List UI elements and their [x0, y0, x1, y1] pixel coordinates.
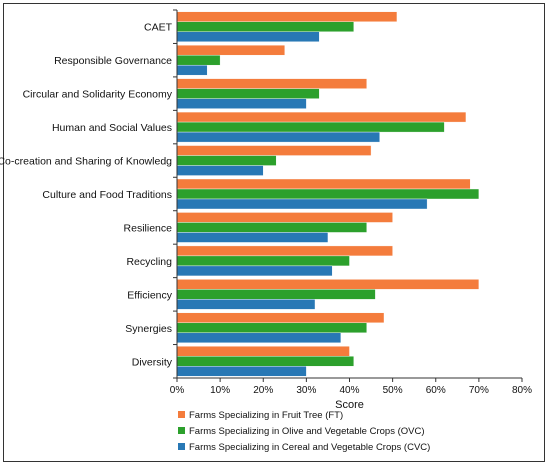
category-label-efficiency: Efficiency [127, 289, 172, 301]
category-label-co-creation-and-sharing-of-knowledg: Co-creation and Sharing of Knowledg [0, 156, 172, 168]
bar-recycling-series-2 [176, 255, 350, 267]
bar-circular-and-solidarity-economy-series-3 [176, 98, 307, 109]
category-label-diversity: Diversity [132, 356, 173, 368]
x-tick-label: 30% [296, 385, 316, 396]
bar-diversity-series-1 [176, 346, 350, 357]
bar-efficiency-series-2 [176, 289, 376, 300]
x-tick-label: 50% [383, 385, 403, 396]
bar-synergies-series-1 [176, 312, 385, 324]
x-tick-label: 70% [469, 385, 489, 396]
x-tick-label: 20% [253, 385, 273, 396]
bar-resilience-series-2 [176, 222, 367, 233]
bar-circular-and-solidarity-economy-series-1 [176, 78, 367, 89]
legend-swatch-series-2 [178, 427, 185, 434]
legend-label-series-2: Farms Specializing in Olive and Vegetabl… [189, 426, 425, 437]
category-label-caet: CAET [144, 22, 173, 34]
bar-caet-series-2 [176, 21, 355, 32]
x-tick-label: 80% [512, 385, 532, 396]
category-label-recycling: Recycling [126, 256, 172, 268]
bar-synergies-series-2 [176, 322, 367, 334]
category-label-responsible-governance: Responsible Governance [54, 55, 172, 67]
bar-resilience-series-1 [176, 212, 393, 223]
category-label-culture-and-food-traditions: Culture and Food Traditions [42, 189, 172, 201]
bar-caet-series-1 [176, 11, 398, 22]
legend-label-series-1: Farms Specializing in Fruit Tree (FT) [189, 410, 343, 421]
legend: Farms Specializing in Fruit Tree (FT) Far… [178, 410, 430, 453]
bar-caet-series-3 [176, 31, 320, 42]
bar-culture-and-food-traditions-series-2 [176, 188, 480, 200]
legend-swatch-series-1 [178, 411, 185, 418]
bar-synergies-series-3 [176, 332, 342, 344]
bar-resilience-series-3 [176, 232, 329, 243]
bar-co-creation-and-sharing-of-knowledg-series-3 [176, 165, 264, 176]
bar-responsible-governance-series-2 [176, 54, 221, 66]
x-tick-label: 40% [339, 385, 359, 396]
x-axis-title: Score [335, 399, 364, 411]
bar-recycling-series-1 [176, 245, 393, 257]
bar-efficiency-series-3 [176, 299, 316, 310]
x-ticks-group: 0% 10% 20% 30% 40% 50% 60% 70% 80% [170, 378, 532, 396]
bar-human-and-social-values-series-1 [176, 111, 467, 123]
category-label-human-and-social-values: Human and Social Values [52, 122, 172, 134]
legend-label-series-3: Farms Specializing in Cereal and Vegetab… [189, 442, 430, 453]
category-labels-group: CAET Responsible Governance Circular and S… [0, 9, 177, 379]
bar-responsible-governance-series-3 [176, 64, 208, 76]
x-tick-label: 60% [426, 385, 446, 396]
bar-human-and-social-values-series-3 [176, 131, 380, 143]
bar-diversity-series-3 [176, 366, 307, 377]
bars-group [176, 11, 480, 377]
bar-diversity-series-2 [176, 356, 355, 367]
bar-co-creation-and-sharing-of-knowledg-series-1 [176, 145, 372, 156]
bar-responsible-governance-series-1 [176, 44, 286, 56]
category-label-circular-and-solidarity-economy: Circular and Solidarity Economy [23, 89, 173, 101]
x-tick-label: 10% [210, 385, 230, 396]
legend-swatch-series-3 [178, 443, 185, 450]
bar-culture-and-food-traditions-series-1 [176, 178, 471, 190]
bar-recycling-series-3 [176, 265, 333, 277]
bar-efficiency-series-1 [176, 279, 480, 290]
category-label-synergies: Synergies [125, 323, 172, 335]
bar-circular-and-solidarity-economy-series-2 [176, 88, 320, 99]
bar-culture-and-food-traditions-series-3 [176, 198, 428, 210]
bar-co-creation-and-sharing-of-knowledg-series-2 [176, 155, 277, 166]
bar-human-and-social-values-series-2 [176, 121, 445, 133]
x-tick-label: 0% [170, 385, 185, 396]
category-label-resilience: Resilience [124, 222, 173, 234]
